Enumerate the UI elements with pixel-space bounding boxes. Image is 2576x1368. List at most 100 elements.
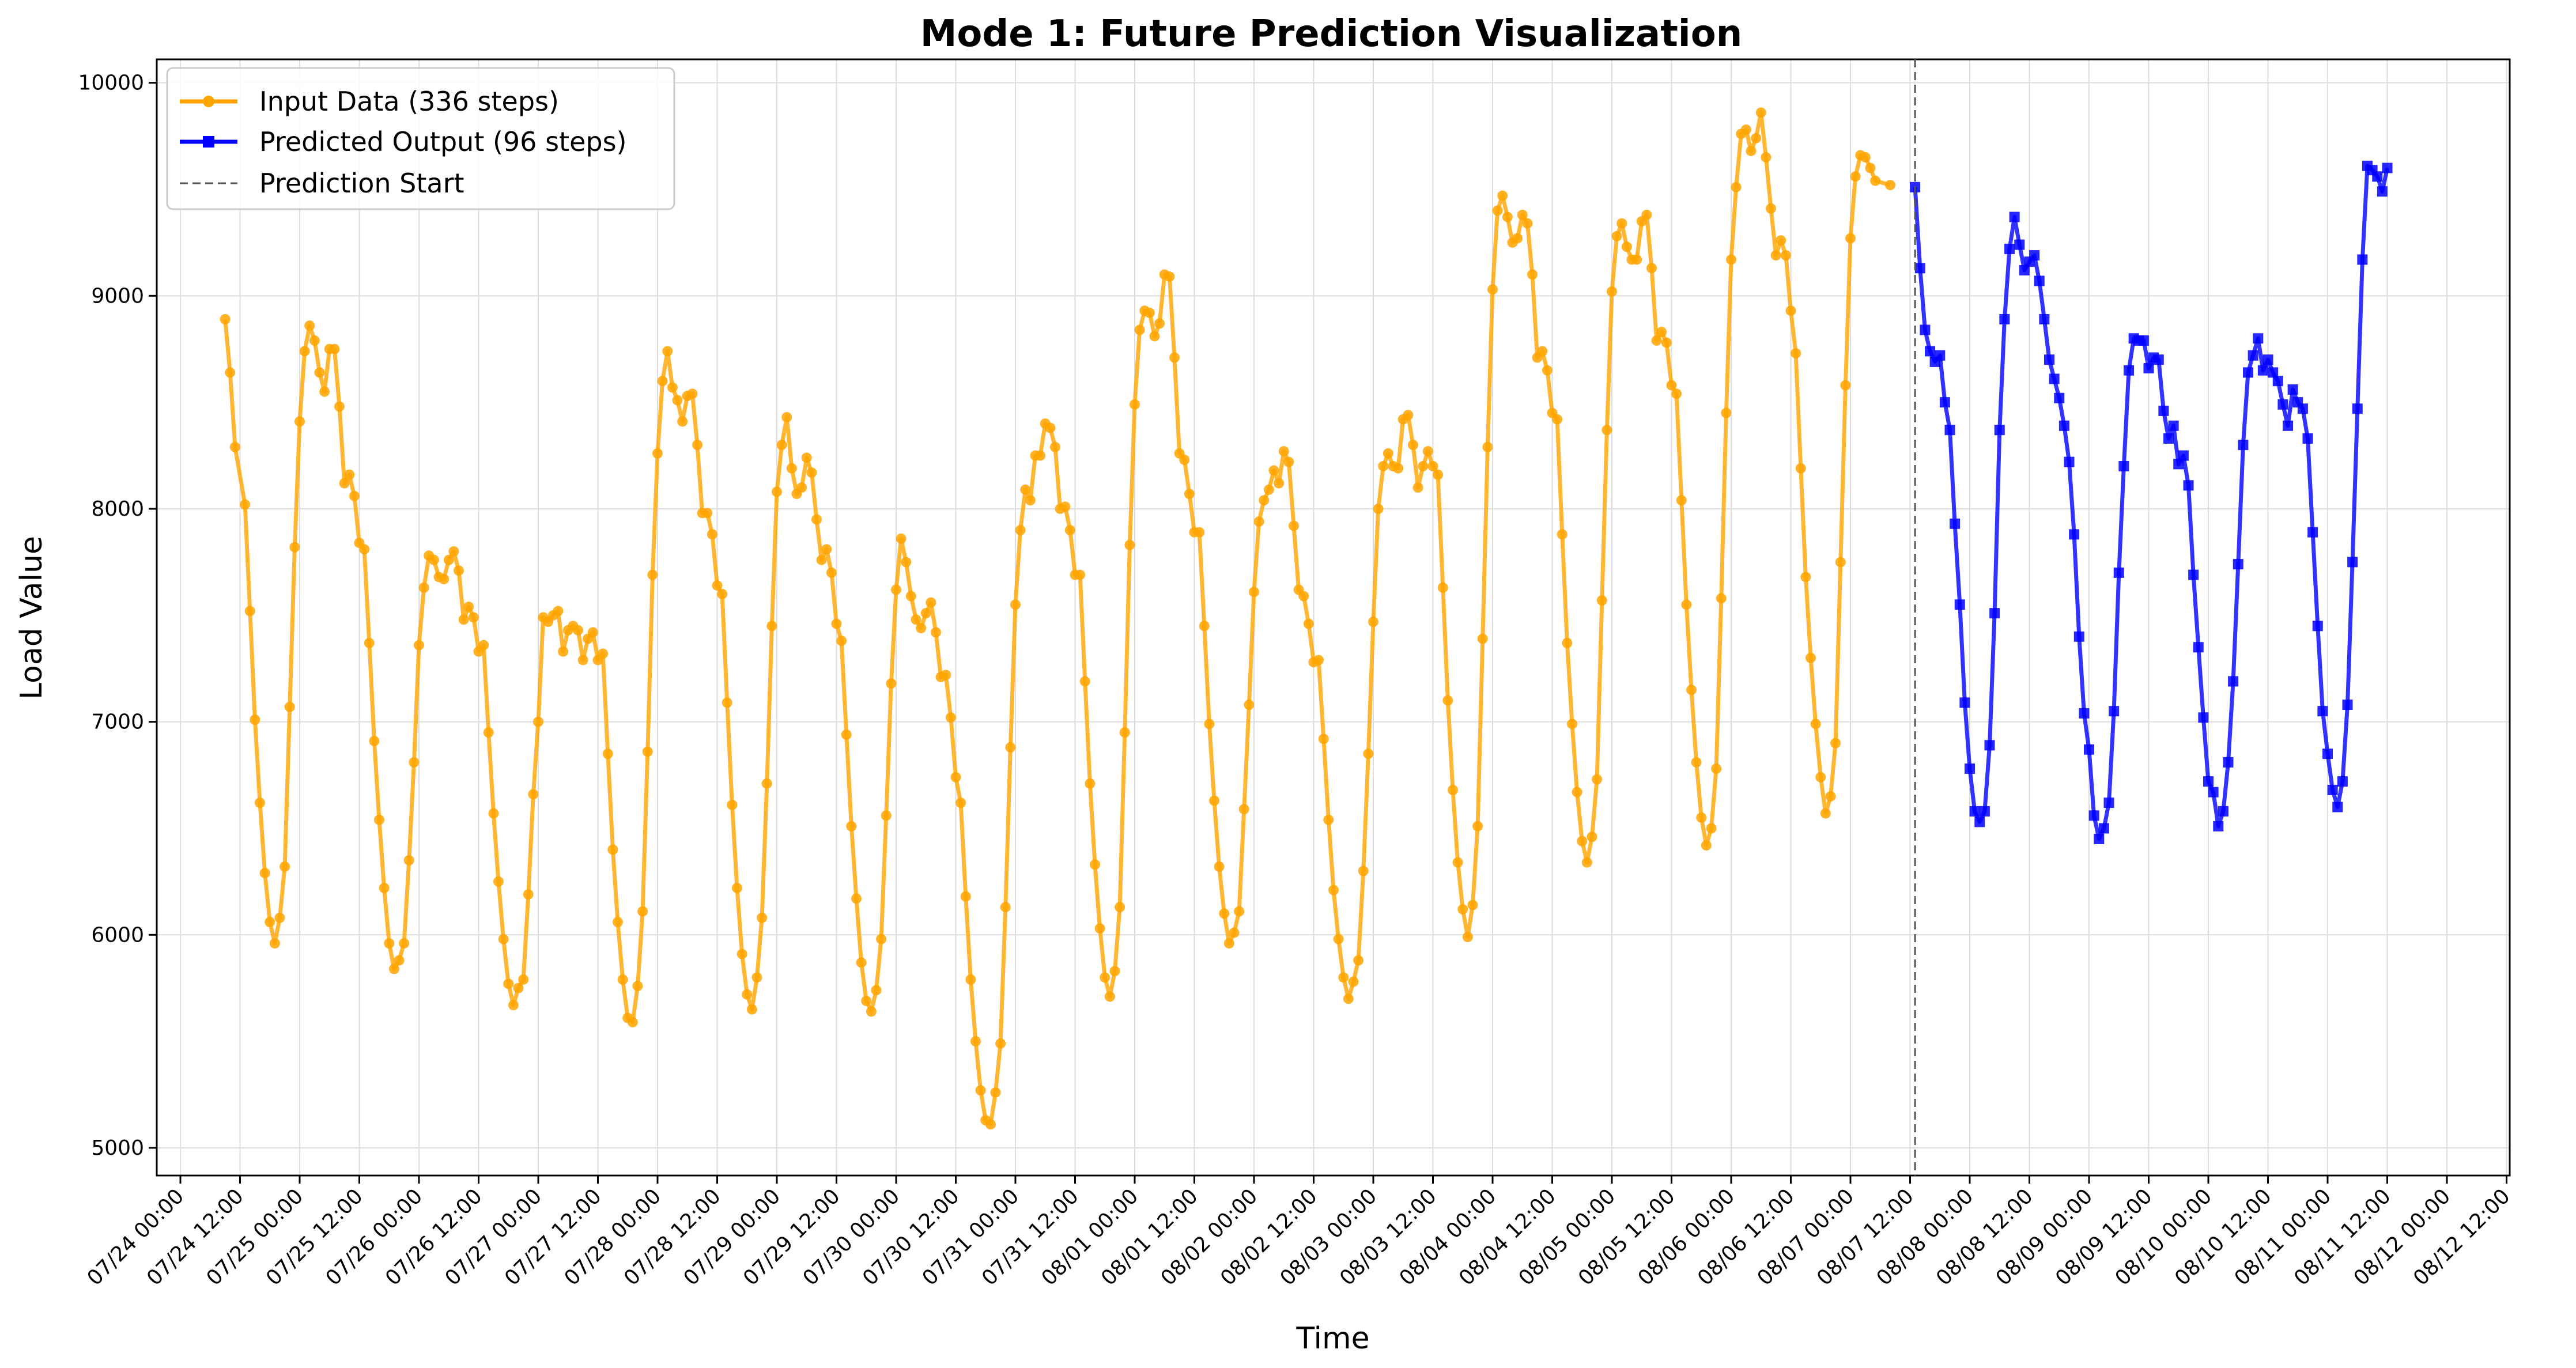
data-point: [1676, 495, 1687, 506]
data-point: [811, 514, 822, 525]
data-point: [1751, 133, 1762, 143]
data-point: [2283, 420, 2293, 431]
data-point: [1865, 163, 1876, 173]
legend-input-marker: [203, 96, 214, 107]
data-point: [1378, 461, 1389, 472]
data-point: [707, 529, 717, 540]
data-point: [1437, 582, 1448, 593]
data-point: [1035, 450, 1046, 461]
data-point: [1104, 991, 1115, 1002]
data-point: [2332, 802, 2343, 813]
data-point: [2049, 373, 2060, 384]
data-point: [2277, 399, 2288, 410]
data-point: [2253, 333, 2264, 344]
data-point: [1358, 866, 1369, 876]
data-point: [1950, 518, 1961, 529]
data-point: [2193, 642, 2204, 653]
data-point: [1721, 407, 1732, 418]
data-point: [722, 697, 732, 708]
data-point: [2198, 712, 2209, 723]
data-point: [1219, 908, 1230, 919]
data-point: [1791, 348, 1801, 359]
legend: Input Data (336 steps) Predicted Output …: [166, 67, 675, 210]
data-point: [950, 772, 961, 783]
data-point: [399, 938, 410, 949]
data-point: [1348, 976, 1359, 987]
data-point: [1109, 966, 1120, 977]
data-point: [990, 1087, 1001, 1098]
data-point: [250, 714, 260, 725]
data-point: [1298, 591, 1309, 602]
data-point: [1502, 211, 1513, 222]
data-point: [1259, 495, 1270, 506]
data-point: [627, 1016, 638, 1027]
data-point: [577, 655, 588, 666]
data-point: [2163, 433, 2174, 444]
data-point: [1100, 972, 1111, 983]
data-point: [1154, 318, 1165, 329]
data-point: [1731, 182, 1742, 192]
data-point: [2228, 676, 2239, 687]
data-point: [1274, 478, 1285, 489]
data-point: [1268, 465, 1279, 476]
data-point: [2248, 350, 2258, 361]
data-point: [672, 395, 683, 406]
data-point: [647, 569, 658, 580]
data-point: [662, 346, 673, 357]
data-point: [1701, 840, 1712, 851]
data-point: [1124, 539, 1135, 550]
data-point: [339, 478, 350, 489]
data-point: [2103, 798, 2114, 808]
data-point: [1179, 454, 1190, 465]
data-point: [2203, 776, 2214, 787]
data-point: [1448, 784, 1458, 795]
data-point: [1925, 346, 1935, 357]
data-point: [2257, 365, 2268, 376]
data-point: [1641, 209, 1652, 220]
y-tick-label: 7000: [91, 711, 144, 734]
data-point: [2263, 354, 2273, 365]
data-point: [458, 614, 469, 625]
data-point: [2088, 810, 2099, 821]
data-point: [1671, 388, 1682, 399]
series-layer: [220, 107, 2393, 1130]
data-point: [2034, 275, 2045, 286]
data-point: [886, 678, 897, 689]
series-predicted: [1910, 160, 2393, 844]
data-point: [1338, 972, 1349, 983]
data-point: [2302, 433, 2313, 444]
data-point: [1562, 637, 1573, 648]
data-point: [1810, 719, 1821, 730]
data-point: [965, 974, 976, 985]
data-point: [1323, 814, 1334, 825]
data-point: [1328, 885, 1339, 895]
data-point: [1994, 425, 2005, 436]
data-point: [2307, 527, 2318, 538]
data-point: [553, 606, 564, 617]
data-point: [940, 670, 951, 681]
data-point: [831, 618, 842, 629]
data-point: [2168, 420, 2179, 431]
data-point: [1552, 414, 1563, 425]
data-point: [289, 542, 300, 553]
data-point: [1015, 524, 1026, 535]
data-point: [1333, 934, 1344, 944]
data-point: [2118, 461, 2129, 472]
data-point: [1806, 652, 1816, 663]
y-tick-label: 10000: [78, 71, 144, 95]
data-point: [533, 716, 543, 727]
data-point: [1149, 331, 1160, 342]
data-point: [428, 554, 439, 565]
data-point: [1025, 495, 1036, 506]
data-point: [1164, 271, 1175, 282]
data-point: [1984, 740, 1995, 751]
data-point: [1253, 516, 1264, 527]
data-point: [2243, 367, 2253, 378]
data-point: [1383, 448, 1393, 459]
data-point: [1408, 440, 1418, 451]
data-point: [1482, 441, 1493, 452]
data-point: [2004, 243, 2015, 254]
data-point: [1353, 955, 1364, 966]
data-point: [2183, 480, 2194, 491]
